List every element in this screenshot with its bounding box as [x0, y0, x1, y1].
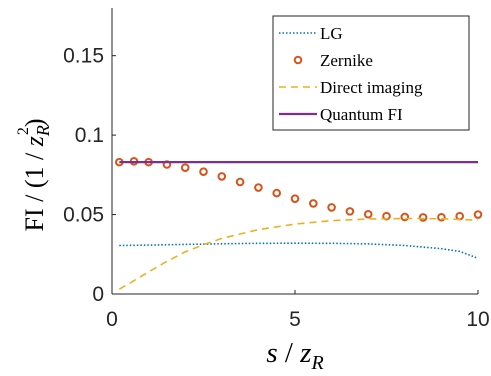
y-axis-title: FI / (1 / zR2) [15, 118, 53, 231]
series-direct-imaging [118, 217, 479, 290]
x-axis-title: s / zR [266, 337, 323, 374]
zernike-point [437, 212, 446, 222]
zernike-point [400, 212, 410, 222]
zernike-point [345, 207, 355, 216]
zernike-point [455, 211, 465, 221]
x-axis-title-var: s [266, 337, 277, 369]
x-axis-title-sep: / [278, 337, 301, 369]
legend-label: Zernike [320, 51, 373, 70]
series-zernike [115, 157, 483, 222]
zernike-point [290, 194, 300, 203]
zernike-point [180, 163, 190, 172]
plot-area: 0 5 10 0 0.05 0.1 0.15 [63, 8, 490, 331]
series-line-lg [119, 242, 479, 260]
legend-box [272, 15, 470, 131]
tick-layer: 0 5 10 0 0.05 0.1 0.15 [63, 45, 490, 331]
y-axis-title-lead: FI / (1 / [20, 146, 49, 231]
legend-label: LG [320, 24, 343, 43]
series-lg [119, 242, 479, 260]
zernike-point [363, 209, 373, 219]
x-tick-label: 10 [466, 308, 489, 331]
legend-swatch [293, 55, 303, 65]
series-layer [115, 157, 483, 290]
y-tick-label: 0.05 [63, 204, 104, 227]
x-axis-title-base: z [299, 337, 311, 369]
y-axis-title-sub: R [33, 125, 53, 137]
y-tick-label: 0.15 [63, 45, 104, 68]
y-axis-title-base: z [20, 136, 49, 147]
legend: LG Zernike Direct imaging Quantum FI [272, 15, 470, 131]
zernike-point [309, 199, 318, 208]
y-axis-title-sup: 2 [15, 127, 32, 135]
y-tick-label: 0.1 [75, 124, 104, 147]
zernike-point [473, 210, 483, 219]
zernike-point [418, 213, 428, 222]
series-line-direct-imaging [118, 217, 479, 290]
y-tick-label: 0 [92, 283, 104, 306]
y-axis-title-close: ) [20, 118, 49, 127]
zernike-point [199, 167, 208, 176]
legend-label: Quantum FI [320, 105, 403, 124]
x-tick-label: 0 [106, 308, 118, 331]
x-axis-title-sub: R [310, 352, 323, 374]
x-tick-label: 5 [289, 308, 301, 331]
zernike-point [235, 177, 245, 187]
zernike-point [254, 183, 263, 192]
zernike-point [272, 188, 282, 198]
legend-label: Direct imaging [320, 78, 423, 97]
zernike-point [327, 203, 336, 212]
zernike-point [217, 172, 227, 181]
